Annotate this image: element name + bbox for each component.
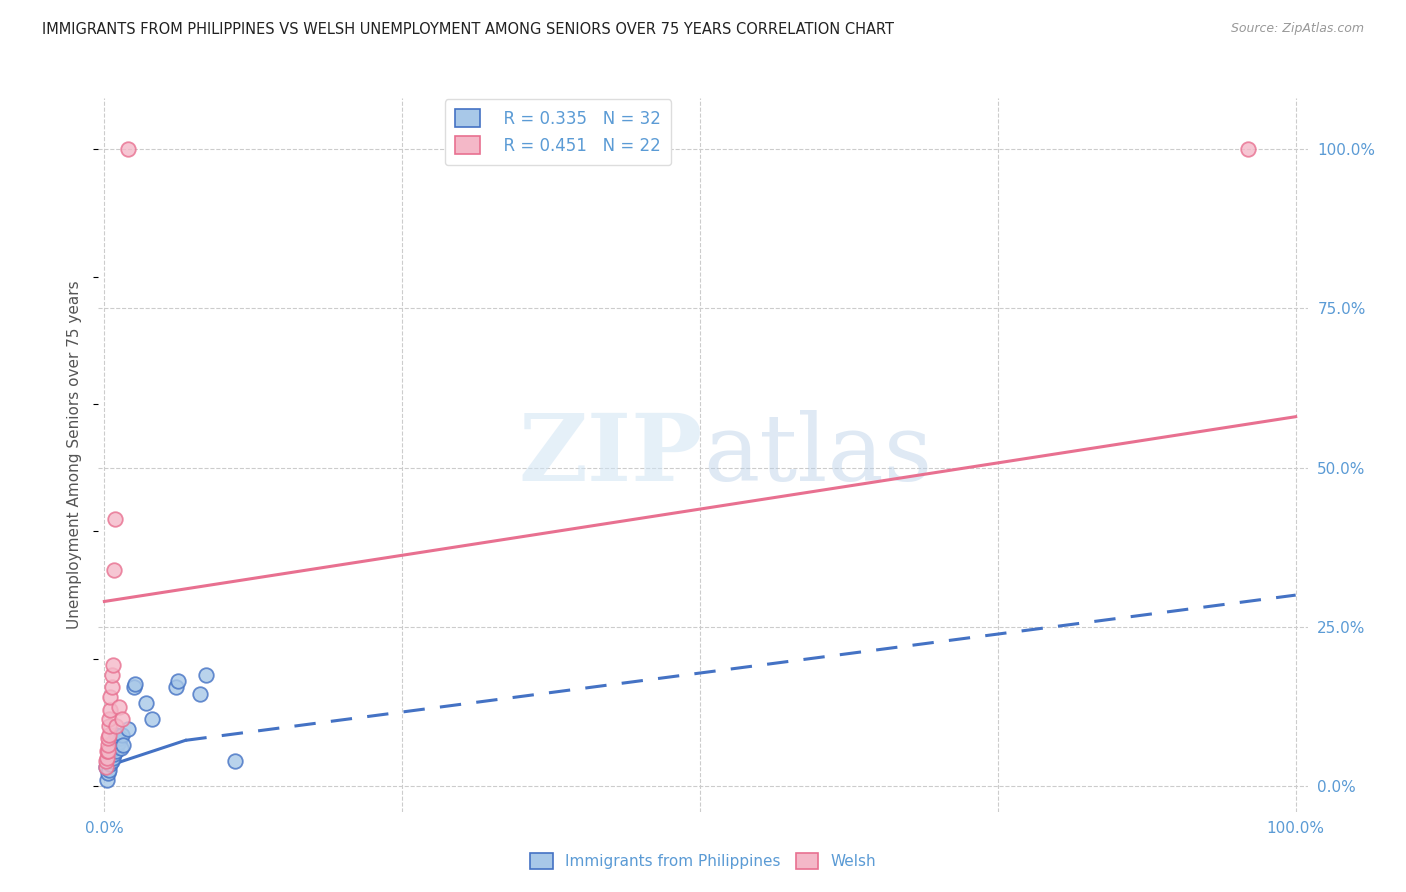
Text: ZIP: ZIP	[519, 410, 703, 500]
Point	[98, 756, 121, 771]
Point	[94, 754, 117, 768]
Point	[111, 728, 134, 742]
Point	[94, 760, 117, 774]
Point	[101, 750, 124, 764]
Point	[107, 734, 129, 748]
Point	[224, 754, 246, 768]
Point	[105, 728, 128, 742]
Y-axis label: Unemployment Among Seniors over 75 years: Unemployment Among Seniors over 75 years	[67, 281, 83, 629]
Text: atlas: atlas	[703, 410, 932, 500]
Point	[103, 563, 125, 577]
Point	[188, 687, 211, 701]
Point	[111, 712, 134, 726]
Point	[135, 697, 157, 711]
Point	[100, 754, 122, 768]
Point	[101, 734, 124, 748]
Point	[97, 738, 120, 752]
Point	[110, 741, 132, 756]
Point	[104, 511, 127, 525]
Point	[100, 744, 122, 758]
Point	[97, 766, 120, 780]
Point	[96, 750, 118, 764]
Point	[98, 703, 121, 717]
Point	[107, 699, 129, 714]
Point	[105, 744, 128, 758]
Point	[98, 741, 121, 756]
Point	[112, 738, 135, 752]
Point	[103, 747, 125, 762]
Legend:   R = 0.335   N = 32,   R = 0.451   N = 22: R = 0.335 N = 32, R = 0.451 N = 22	[444, 99, 671, 165]
Point	[1237, 142, 1260, 156]
Point	[108, 731, 131, 746]
Legend: Immigrants from Philippines, Welsh: Immigrants from Philippines, Welsh	[523, 847, 883, 875]
Point	[97, 744, 120, 758]
Point	[101, 658, 124, 673]
Point	[97, 731, 120, 746]
Point	[98, 764, 121, 778]
Point	[165, 681, 187, 695]
Text: IMMIGRANTS FROM PHILIPPINES VS WELSH UNEMPLOYMENT AMONG SENIORS OVER 75 YEARS CO: IMMIGRANTS FROM PHILIPPINES VS WELSH UNE…	[42, 22, 894, 37]
Point	[100, 681, 122, 695]
Point	[117, 722, 139, 736]
Point	[105, 719, 128, 733]
Point	[98, 690, 121, 704]
Point	[98, 719, 121, 733]
Point	[100, 667, 122, 681]
Point	[98, 747, 121, 762]
Point	[104, 741, 127, 756]
Point	[96, 772, 118, 787]
Point	[107, 738, 129, 752]
Point	[96, 744, 118, 758]
Point	[117, 142, 139, 156]
Point	[167, 674, 190, 689]
Point	[124, 677, 146, 691]
Point	[194, 667, 217, 681]
Point	[98, 728, 121, 742]
Point	[98, 712, 121, 726]
Point	[122, 681, 145, 695]
Point	[94, 760, 117, 774]
Text: Source: ZipAtlas.com: Source: ZipAtlas.com	[1230, 22, 1364, 36]
Point	[97, 754, 120, 768]
Point	[141, 712, 163, 726]
